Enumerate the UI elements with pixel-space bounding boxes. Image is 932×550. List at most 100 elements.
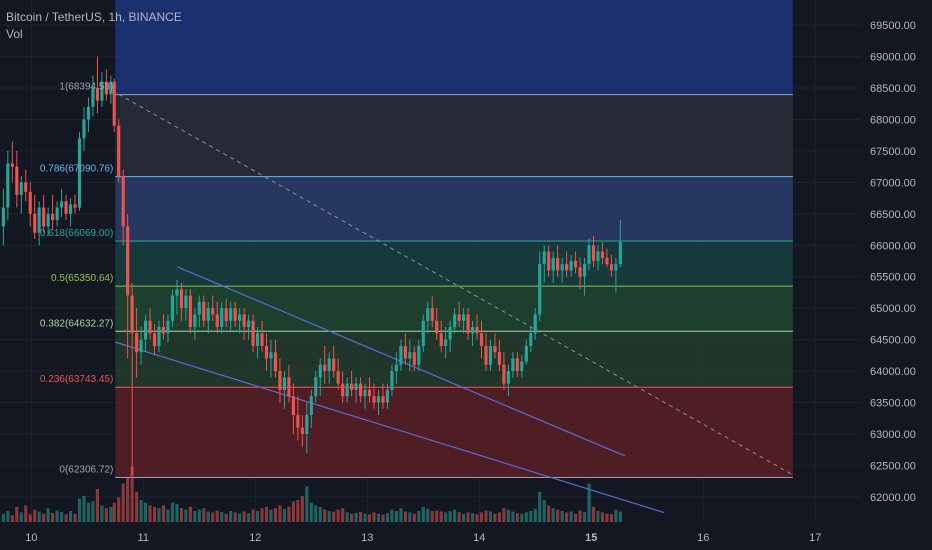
time-axis-background [0, 522, 860, 550]
volume-bar [68, 511, 73, 522]
volume-bar [470, 513, 475, 522]
candle-body [24, 182, 28, 192]
volume-bar [542, 500, 546, 522]
candle-body [372, 396, 376, 403]
volume-bar [345, 512, 349, 522]
volume-bar [211, 512, 215, 522]
fib-level-label: 1(68394.58) [59, 82, 113, 93]
candle-body [390, 371, 394, 390]
volume-indicator-label[interactable]: Vol [6, 27, 23, 41]
candle-body [314, 377, 318, 397]
candle-body [233, 308, 237, 321]
volume-bar [46, 508, 50, 522]
candle-body [287, 377, 291, 397]
volume-bar [502, 508, 506, 522]
candle-body [484, 345, 488, 365]
volume-bar [354, 512, 358, 522]
time-axis-label: 14 [473, 532, 485, 544]
volume-bar [55, 510, 59, 522]
candle-body [318, 364, 322, 378]
fib-level-label: 0.236(63743.45) [40, 374, 113, 385]
candle-body [412, 352, 416, 365]
candle-body [591, 245, 596, 261]
candle-body [161, 327, 166, 334]
volume-bar [82, 495, 86, 522]
volume-bar [37, 511, 41, 522]
price-axis-label: 62000.00 [870, 492, 916, 504]
volume-bar [614, 509, 618, 522]
volume-bar [220, 512, 224, 522]
volume-bar [484, 510, 488, 522]
volume-bar [33, 509, 37, 522]
volume-bar [247, 513, 251, 522]
volume-bar [350, 513, 354, 522]
candle-body [457, 314, 461, 321]
candle-body [86, 106, 91, 120]
candle-body [282, 377, 286, 390]
price-axis-label: 67500.00 [870, 146, 916, 158]
volume-bar [574, 513, 578, 522]
volume-bar [109, 506, 113, 522]
volume-bar [206, 511, 210, 522]
candle-body [327, 358, 331, 372]
candle-body [91, 88, 95, 107]
candle-body [529, 333, 533, 346]
volume-bar [135, 491, 139, 522]
volume-bar [376, 513, 381, 522]
time-axis-label: 10 [25, 532, 37, 544]
volume-bar [300, 495, 304, 522]
volume-bar [193, 511, 197, 522]
candle-body [104, 81, 108, 95]
candle-body [15, 166, 19, 195]
candle-body [64, 201, 68, 214]
volume-bar [578, 510, 582, 522]
candle-body [229, 308, 233, 321]
candle-body [453, 314, 457, 328]
volume-bar [479, 512, 484, 522]
candle-body [524, 345, 528, 362]
candle-body [421, 320, 425, 346]
candle-body [430, 308, 434, 321]
price-axis[interactable]: 62000.00 62500.00 63000.00 63500.00 64000.00… [860, 0, 932, 550]
volume-bar [336, 509, 340, 522]
volume-bar [251, 509, 255, 522]
candle-body [556, 257, 560, 271]
volume-bar [618, 511, 622, 522]
candle-body [188, 295, 192, 328]
volume-bar [515, 513, 519, 522]
dashed-projection-line [118, 93, 794, 476]
candle-body [497, 352, 501, 365]
candle-body [60, 201, 64, 208]
candle-body [470, 327, 475, 334]
volume-bar [51, 512, 55, 522]
volume-bar [399, 508, 403, 522]
volume-bar [179, 508, 183, 522]
fib-retracement[interactable] [115, 0, 793, 479]
candle-body [117, 125, 121, 177]
volume-bar [170, 502, 175, 522]
candle-body [206, 308, 210, 321]
time-axis[interactable]: 10 11 12 13 14 15 16 17 [0, 522, 860, 550]
candle-body [560, 264, 564, 271]
volume-bar [291, 501, 295, 522]
volume-bar [609, 514, 613, 522]
candle-body [278, 371, 282, 390]
candle-body [193, 314, 197, 328]
volume-bar [77, 498, 82, 522]
candles [1, 56, 622, 475]
volume-bar [73, 513, 77, 522]
volume-bar [157, 508, 161, 522]
candle-body [273, 352, 278, 372]
candle-body [95, 88, 99, 101]
candle-body [511, 358, 515, 372]
candle-body [152, 333, 157, 346]
candle-body [139, 339, 143, 353]
volume-bar [390, 509, 394, 522]
price-axis-label: 68000.00 [870, 114, 916, 126]
candle-body [148, 320, 152, 334]
volume-bar [264, 506, 269, 522]
candle-body [6, 163, 10, 208]
volume-bar [104, 508, 108, 522]
candle-body [242, 314, 246, 328]
